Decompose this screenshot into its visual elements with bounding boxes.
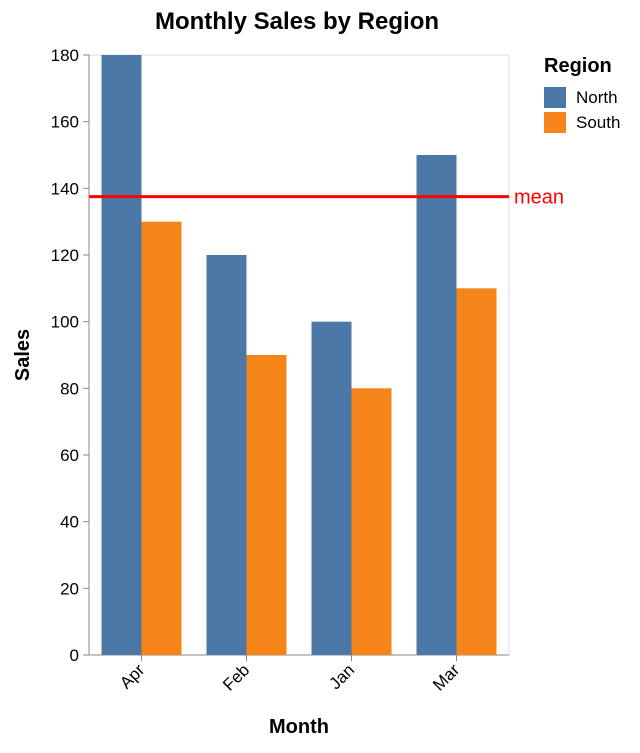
legend: Region North South [544, 55, 620, 133]
y-tick-label: 180 [51, 46, 79, 65]
bars [101, 55, 497, 655]
legend-swatch-north [544, 87, 566, 108]
bar-south-apr [141, 221, 182, 655]
x-tick-label: Apr [116, 660, 148, 692]
y-axis: 0 20 40 60 80 100 120 140 160 180 [51, 46, 90, 665]
x-axis: Apr Feb Jan Mar [89, 654, 509, 695]
y-tick-label: 80 [60, 379, 79, 398]
mean-label: mean [514, 187, 564, 209]
y-tick-label: 40 [60, 513, 79, 532]
x-tick-label: Feb [219, 660, 253, 694]
legend-swatch-south [544, 112, 566, 133]
y-tick-label: 20 [60, 579, 79, 598]
legend-label-south: South [576, 113, 620, 132]
x-tick-label: Jan [326, 660, 359, 693]
legend-title: Region [544, 55, 612, 77]
y-tick-label: 0 [70, 646, 79, 665]
x-axis-title: Month [269, 716, 329, 738]
y-tick-label: 140 [51, 179, 79, 198]
y-tick-label: 60 [60, 446, 79, 465]
chart-title: Monthly Sales by Region [155, 8, 439, 35]
y-tick-label: 160 [51, 113, 79, 132]
y-tick-label: 120 [51, 246, 79, 265]
bar-south-feb [246, 355, 287, 655]
y-tick-label: 100 [51, 313, 79, 332]
bar-south-mar [456, 288, 497, 655]
bar-north-jan [311, 321, 352, 655]
x-tick-label: Mar [429, 660, 463, 694]
legend-label-north: North [576, 88, 618, 107]
bar-south-jan [351, 388, 392, 655]
bar-north-mar [416, 155, 457, 655]
mean-reference: mean [89, 187, 564, 209]
bar-north-feb [206, 255, 247, 655]
bar-north-apr [101, 55, 142, 655]
y-axis-title: Sales [12, 329, 34, 381]
